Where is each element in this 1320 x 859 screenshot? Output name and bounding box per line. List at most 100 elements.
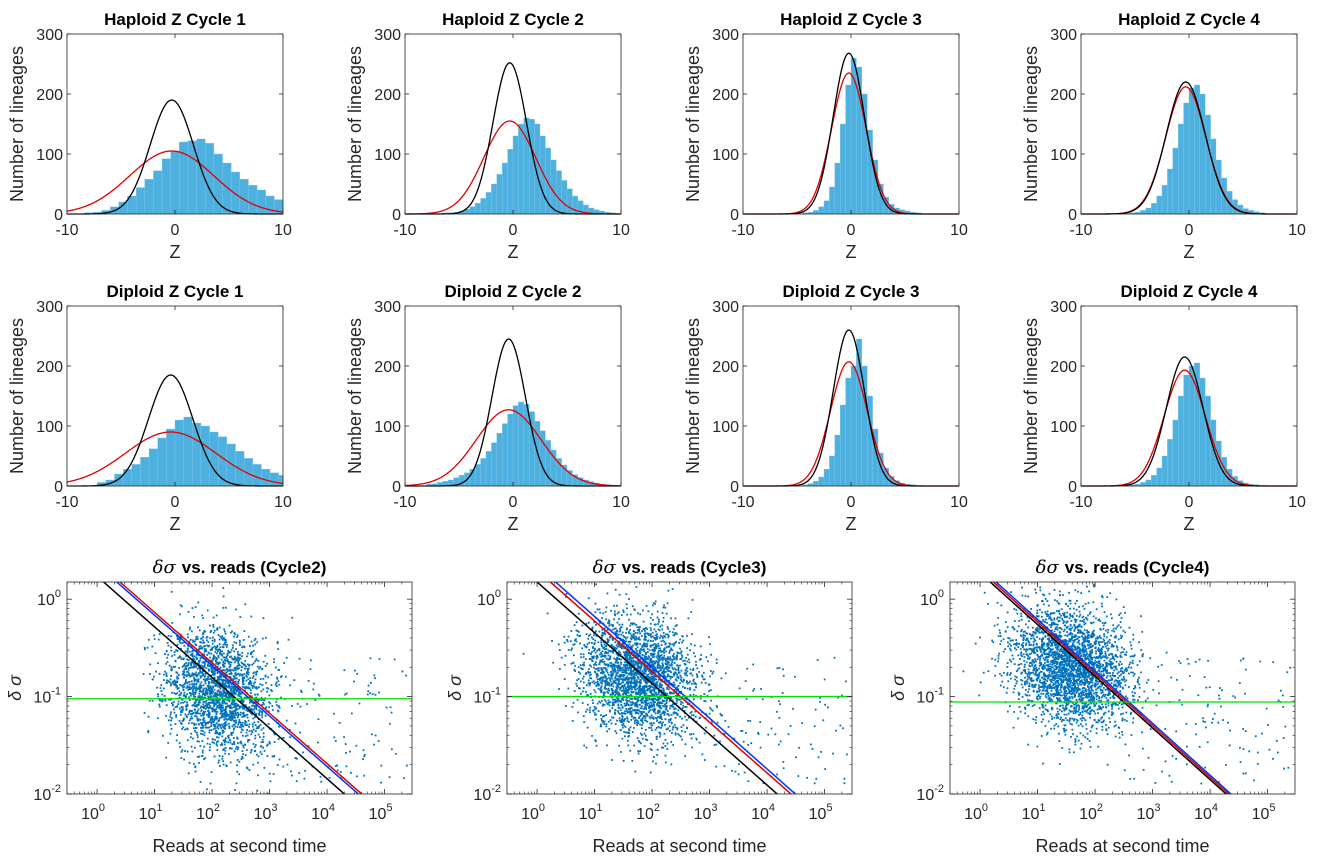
- scatter-point: [623, 724, 626, 727]
- scatter-point: [641, 724, 643, 727]
- scatter-point: [174, 665, 176, 668]
- scatter-point: [622, 664, 625, 666]
- scatter-point: [244, 603, 247, 606]
- x-tick-label: -10: [55, 222, 78, 239]
- scatter-point: [214, 703, 217, 706]
- scatter-point: [242, 746, 245, 749]
- scatter-point: [185, 668, 188, 671]
- scatter-point: [170, 675, 173, 677]
- scatter-point: [668, 680, 671, 682]
- scatter-point: [253, 750, 256, 752]
- scatter-point: [268, 772, 271, 775]
- scatter-point: [208, 698, 211, 701]
- scatter-point: [233, 650, 236, 653]
- scatter-point: [254, 637, 257, 640]
- scatter-point: [578, 635, 581, 638]
- scatter-point: [666, 663, 669, 666]
- scatter-point: [269, 780, 272, 783]
- scatter-point: [224, 641, 227, 644]
- scatter-point: [234, 711, 237, 713]
- scatter-point: [169, 723, 172, 726]
- scatter-point: [296, 757, 298, 760]
- scatter-point: [176, 692, 179, 695]
- scatter-point: [147, 730, 149, 732]
- histogram-bar: [248, 184, 258, 215]
- scatter-point: [188, 722, 190, 725]
- scatter-point: [573, 690, 576, 693]
- scatter-point: [244, 744, 246, 746]
- scatter-point: [660, 658, 663, 660]
- scatter-point: [656, 636, 659, 639]
- scatter-point: [658, 620, 660, 623]
- scatter-point: [649, 687, 652, 689]
- scatter-point: [657, 618, 660, 621]
- scatter-point: [175, 714, 178, 717]
- scatter-point: [651, 631, 654, 634]
- x-tick-label: 0: [509, 222, 518, 239]
- scatter-point: [238, 657, 241, 659]
- scatter-point: [664, 739, 667, 741]
- scatter-point: [614, 730, 617, 733]
- scatter-point: [615, 633, 618, 636]
- scatter-point: [648, 666, 651, 669]
- scatter-point: [194, 765, 197, 768]
- scatter-point: [660, 669, 663, 672]
- x-tick-label: 10: [950, 222, 968, 239]
- scatter-point: [378, 691, 380, 694]
- scatter-point: [207, 707, 210, 710]
- scatter-point: [654, 637, 657, 639]
- scatter-point: [612, 651, 615, 654]
- scatter-point: [585, 746, 588, 749]
- scatter-point: [207, 712, 210, 714]
- scatter-point: [192, 641, 195, 643]
- scatter-point: [210, 716, 213, 719]
- scatter-point: [170, 682, 172, 685]
- scatter-point: [195, 711, 197, 714]
- histogram-bar: [153, 170, 163, 215]
- scatter-point: [684, 673, 687, 676]
- scatter-point: [201, 749, 204, 752]
- scatter-point: [152, 675, 155, 678]
- scatter-point: [165, 682, 168, 684]
- scatter-point: [692, 698, 695, 701]
- scatter-point: [237, 694, 240, 697]
- scatter-point: [250, 640, 253, 643]
- scatter-point: [188, 680, 191, 683]
- scatter-point: [643, 706, 646, 708]
- scatter-point: [615, 630, 618, 633]
- scatter-point: [251, 663, 254, 666]
- scatter-point: [621, 707, 624, 709]
- scatter-point: [641, 649, 643, 652]
- scatter-point: [627, 632, 630, 634]
- scatter-point: [667, 589, 670, 592]
- scatter-point: [663, 647, 666, 650]
- scatter-point: [643, 643, 645, 646]
- scatter-point: [615, 691, 617, 694]
- scatter-point: [633, 716, 636, 719]
- scatter-point: [401, 670, 404, 673]
- scatter-point: [251, 685, 254, 687]
- scatter-point: [218, 643, 221, 646]
- scatter-point: [608, 684, 611, 687]
- scatter-point: [170, 719, 172, 722]
- scatter-point: [254, 706, 256, 709]
- scatter-point: [228, 661, 231, 664]
- scatter-point: [625, 603, 628, 606]
- scatter-point: [186, 693, 188, 696]
- scatter-point: [202, 678, 205, 681]
- scatter-point: [233, 743, 236, 746]
- tick-exponent: 0: [55, 588, 61, 600]
- scatter-point: [184, 682, 186, 685]
- scatter-point: [699, 645, 702, 648]
- scatter-point: [222, 666, 225, 668]
- scatter-point: [234, 676, 237, 679]
- scatter-point: [672, 628, 675, 630]
- scatter-point: [633, 727, 635, 729]
- scatter-point: [635, 684, 638, 687]
- y-tick-label: 200: [1050, 87, 1077, 104]
- histogram-bar: [496, 433, 503, 487]
- scatter-point: [252, 725, 254, 728]
- x-axis-label: Z: [508, 242, 519, 262]
- scatter-point: [262, 732, 265, 735]
- scatter-point: [648, 688, 650, 690]
